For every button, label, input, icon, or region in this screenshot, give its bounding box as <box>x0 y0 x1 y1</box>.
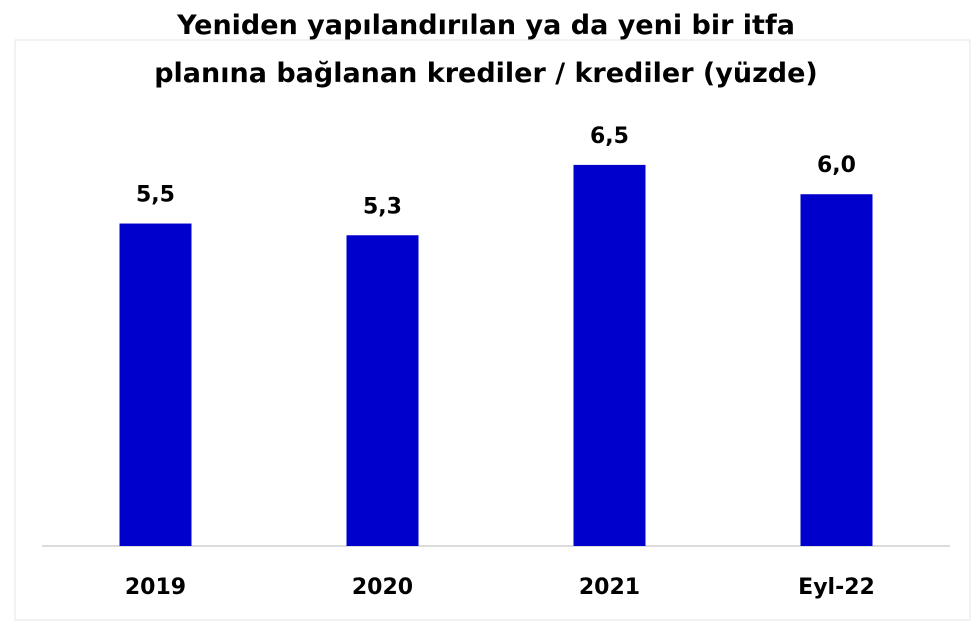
data-label: 6,0 <box>817 153 856 178</box>
bar <box>573 164 646 546</box>
chart-frame <box>14 39 971 621</box>
bar <box>119 223 192 546</box>
x-tick-label: 2020 <box>352 575 413 600</box>
bar <box>346 235 419 547</box>
data-label: 6,5 <box>590 124 629 149</box>
bar <box>800 194 873 546</box>
x-tick-label: 2019 <box>125 575 186 600</box>
chart-title: Yeniden yapılandırılan ya da yeni bir it… <box>154 10 818 89</box>
x-tick-label: 2021 <box>579 575 640 600</box>
data-label: 5,3 <box>363 194 402 219</box>
x-tick-label: Eyl-22 <box>798 575 875 600</box>
data-label: 5,5 <box>136 183 175 208</box>
